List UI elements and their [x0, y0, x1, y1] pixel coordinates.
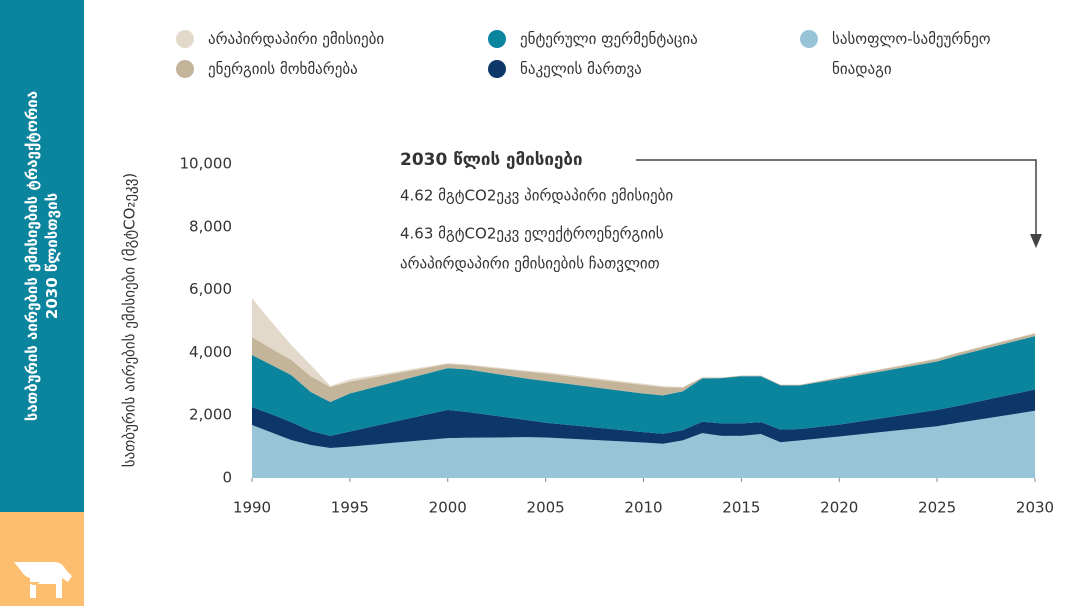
x-tick-label: 2025 [918, 499, 956, 517]
annotation-line: 4.62 მგტCO2ეკვ პირდაპირი ემისიები [400, 187, 673, 205]
legend-label: ნაკელის მართვა [520, 60, 642, 78]
x-tick-label: 1990 [233, 499, 271, 517]
arrow-head [1030, 234, 1042, 248]
legend-swatch [488, 30, 506, 48]
legend-swatch [488, 60, 506, 78]
legend-item: ნაკელის მართვა [488, 54, 642, 84]
legend-item: არაპირდაპირი ემისიები [176, 24, 384, 54]
legend-label: არაპირდაპირი ემისიები [208, 30, 385, 48]
annotation-line: 4.63 მგტCO2ეკვ ელექტროენერგიის [400, 225, 664, 243]
legend-label: სასოფლო-სამეურნეო ნიადაგი [832, 30, 991, 78]
legend-swatch [800, 30, 818, 48]
area [252, 410, 1035, 478]
x-tick-label: 2010 [624, 499, 662, 517]
legend-swatch [176, 60, 194, 78]
legend-item: ენერგიის მოხმარება [176, 54, 358, 84]
area [252, 336, 1035, 436]
y-axis-label: სათბურის აირების ემისიები (მგტCO₂ეკვ) [121, 173, 139, 468]
annotation-arrow [636, 159, 1037, 238]
legend-swatch [176, 30, 194, 48]
icon-box [0, 512, 84, 606]
x-tick-label: 2000 [429, 499, 467, 517]
area [252, 333, 1035, 403]
x-tick-label: 2005 [527, 499, 565, 517]
legend-item: სასოფლო-სამეურნეო ნიადაგი [800, 24, 1030, 84]
y-tick-label: 8,000 [189, 217, 232, 235]
y-tick-label: 0 [222, 469, 232, 487]
x-tick-label: 2030 [1016, 499, 1054, 517]
y-tick-label: 6,000 [189, 280, 232, 298]
x-tick-label: 1995 [331, 499, 369, 517]
legend-label: ენტერული ფერმენტაცია [520, 30, 698, 48]
legend: არაპირდაპირი ემისიები ენერგიის მოხმარება ე… [176, 24, 1056, 94]
legend-label: ენერგიის მოხმარება [208, 60, 358, 78]
y-tick-label: 10,000 [180, 155, 233, 173]
x-tick-label: 2015 [722, 499, 760, 517]
annotation-title: 2030 წლის ემისიები [400, 150, 583, 170]
x-tick-label: 2020 [820, 499, 858, 517]
sidebar: სათბურის აირების ემისიების ტრაექტორია 203… [0, 0, 84, 512]
legend-item: ენტერული ფერმენტაცია [488, 24, 698, 54]
y-tick-label: 4,000 [189, 343, 232, 361]
annotation-line: არაპირდაპირი ემისიების ჩათვლით [400, 255, 660, 273]
y-tick-label: 2,000 [189, 406, 232, 424]
area [252, 389, 1035, 449]
cow-icon [14, 562, 72, 598]
